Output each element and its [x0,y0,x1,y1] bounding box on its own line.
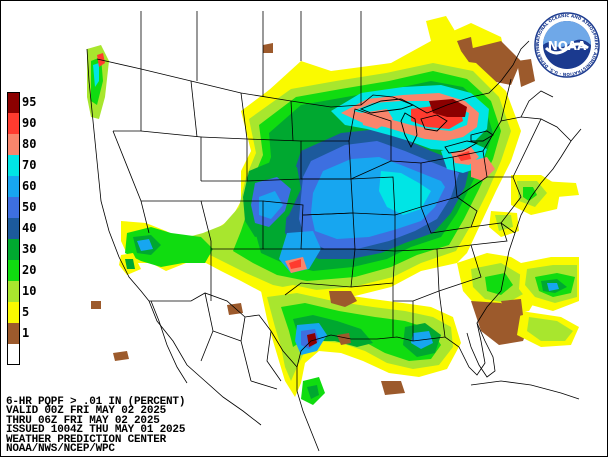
legend-entry: 60 [7,176,47,197]
legend-swatch [7,239,20,260]
legend-entry [7,344,47,365]
florida-outline [466,322,496,378]
political-boundaries [86,11,582,452]
legend-entry: 90 [7,113,47,134]
legend-swatch [7,260,20,281]
legend-entry: 70 [7,155,47,176]
noaa-seal-icon: NATIONAL OCEANIC AND ATMOSPHERIC ADMINIS… [532,8,600,78]
legend-swatch [7,344,20,365]
legend-label: 95 [22,95,37,109]
caption-line: THRU 06Z FRI MAY 02 2025 [6,414,160,427]
legend-label: 30 [22,242,37,256]
legend-label: 60 [22,179,37,193]
legend-swatch [7,281,20,302]
legend-swatch [7,155,20,176]
legend-entry: 80 [7,134,47,155]
legend-entry: 30 [7,239,47,260]
product-caption: 6-HR PQPF > .01 IN (PERCENT) VALID 00Z FR… [6,396,186,456]
legend-entry: 50 [7,197,47,218]
caption-line: VALID 00Z FRI MAY 02 2025 [6,405,167,418]
legend-entry: 20 [7,260,47,281]
legend-label: 90 [22,116,37,130]
legend-entry: 10 [7,281,47,302]
legend-swatch [7,134,20,155]
legend-label: 80 [22,137,37,151]
legend-swatch [7,92,20,113]
legend-entry: 40 [7,218,47,239]
cuba-outline [470,380,580,400]
legend-swatch [7,197,20,218]
caption-line: 6-HR PQPF > .01 IN (PERCENT) [6,396,186,408]
legend-label: 40 [22,221,37,235]
legend-label: 70 [22,158,37,172]
legend-label: 1 [22,326,30,340]
legend-entry: 1 [7,323,47,344]
legend-swatch [7,302,20,323]
legend-entry: 5 [7,302,47,323]
legend-swatch [7,176,20,197]
legend-swatch [7,323,20,344]
legend-label: 20 [22,263,37,277]
caption-line: WEATHER PREDICTION CENTER [6,433,167,446]
great-lakes [359,98,494,154]
noaa-logo-text: NOAA [548,39,587,53]
caption-line: NOAA/NWS/NCEP/WPC [6,443,115,456]
caption-line: ISSUED 1004Z THU MAY 01 2025 [6,424,186,437]
legend-label: 50 [22,200,37,214]
legend-swatch [7,113,20,134]
legend-label: 5 [22,305,30,319]
legend-swatch [7,218,20,239]
probability-legend: 95 90 80 70 60 50 40 30 20 10 5 1 [7,92,47,365]
probability-shading [87,16,579,405]
legend-label: 10 [22,284,37,298]
legend-entry: 95 [7,92,47,113]
